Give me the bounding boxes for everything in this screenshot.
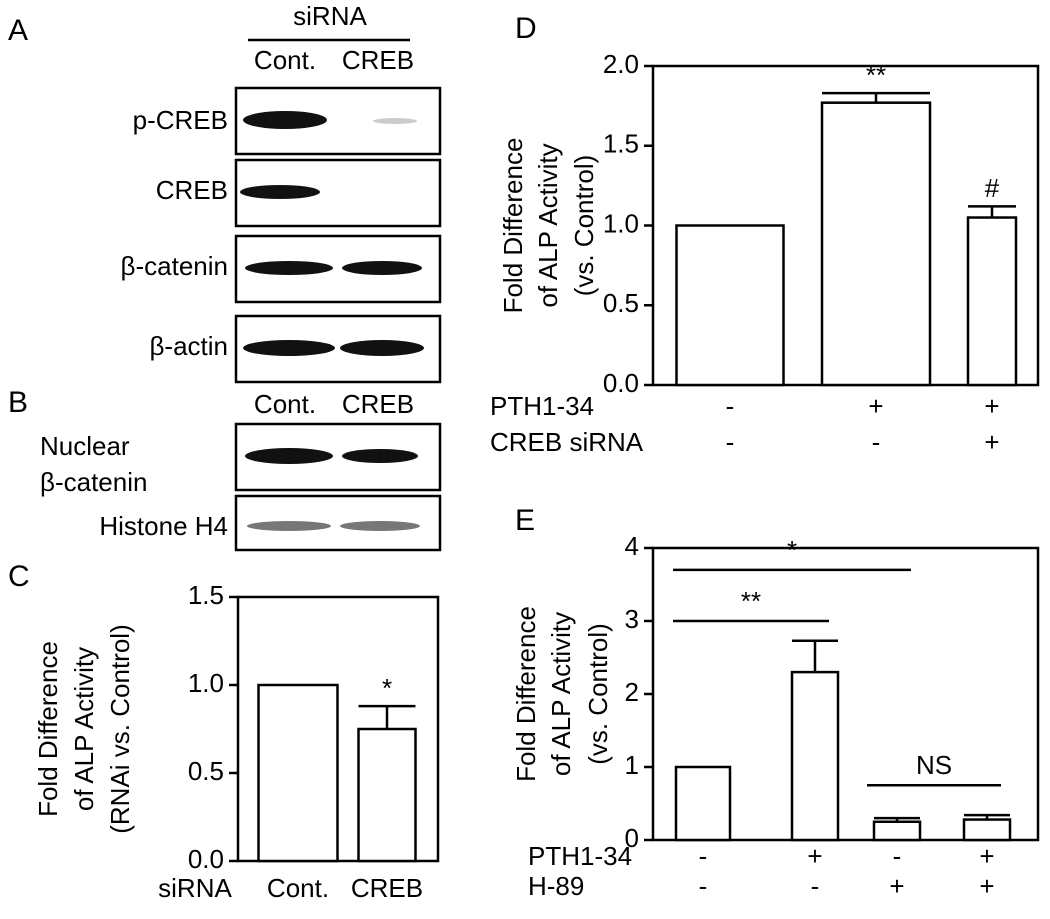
error-bar — [822, 91, 930, 103]
x-tick-label: CREB — [351, 873, 423, 903]
y-axis-label: Fold Difference — [33, 641, 63, 817]
bar — [872, 820, 922, 842]
annotation: NS — [916, 750, 952, 780]
factor-level: - — [893, 841, 902, 871]
annotation: ** — [866, 60, 886, 90]
y-tick-label: 0.5 — [603, 288, 639, 318]
factor-name: CREB siRNA — [490, 427, 644, 457]
annotation: # — [985, 173, 1000, 203]
y-axis-label: Fold Difference — [498, 138, 528, 314]
annotation: * — [787, 535, 797, 565]
y-axis-label: (vs. Control) — [569, 155, 599, 297]
factor-name: H-89 — [528, 871, 584, 901]
factor-name: PTH1-34 — [528, 841, 632, 871]
factor-level: + — [979, 841, 994, 871]
bar — [790, 670, 840, 842]
row-label: β-catenin — [121, 251, 228, 281]
row-label: CREB — [156, 175, 228, 205]
y-tick-label: 1 — [625, 750, 639, 780]
y-tick-label: 0.0 — [603, 368, 639, 398]
factor-level: - — [872, 427, 881, 457]
panel-label: E — [515, 504, 535, 537]
y-tick-label: 0.5 — [188, 756, 224, 786]
error-bar — [792, 639, 838, 673]
factor-level: - — [726, 391, 735, 421]
y-tick-label: 1.0 — [603, 208, 639, 238]
factor-level: - — [699, 871, 708, 901]
row-label: Nuclear — [40, 431, 130, 461]
panel-label: D — [515, 12, 537, 45]
column-label: Cont. — [254, 45, 316, 75]
y-axis-label: of ALP Activity — [533, 143, 563, 307]
y-tick-label: 0 — [625, 823, 639, 853]
column-label: CREB — [342, 389, 414, 419]
factor-level: + — [984, 427, 999, 457]
factor-name: PTH1-34 — [490, 391, 594, 421]
column-label: Cont. — [254, 389, 316, 419]
bar — [257, 683, 339, 863]
y-tick-label: 1.5 — [188, 580, 224, 610]
y-axis-label: of ALP Activity — [546, 612, 576, 776]
factor-level: + — [868, 391, 883, 421]
y-axis-label: (vs. Control) — [583, 623, 613, 765]
error-bar — [874, 816, 920, 822]
row-label: p-CREB — [133, 105, 228, 135]
y-axis-label: Fold Difference — [511, 606, 541, 782]
blot-strips — [234, 86, 442, 552]
annotation: ** — [741, 586, 761, 616]
panel-label: C — [8, 560, 30, 593]
error-bar — [964, 813, 1010, 820]
y-axis-label: (RNAi vs. Control) — [105, 624, 135, 833]
row-label: β-actin — [149, 331, 228, 361]
row-label: Histone H4 — [99, 511, 228, 541]
row-label: β-catenin — [40, 467, 147, 497]
panel-label: A — [8, 14, 28, 47]
error-bar — [968, 205, 1016, 218]
column-label: CREB — [342, 45, 414, 75]
bar — [357, 727, 417, 863]
y-tick-label: 3 — [625, 604, 639, 634]
panel-label: B — [8, 386, 28, 419]
annotation: * — [382, 673, 392, 703]
blot-header: siRNA — [293, 1, 367, 31]
y-tick-label: 4 — [625, 531, 639, 561]
bar — [962, 818, 1012, 842]
factor-level: + — [984, 391, 999, 421]
x-tick-label: Cont. — [267, 873, 329, 903]
error-bar — [358, 704, 416, 729]
factor-level: - — [811, 871, 820, 901]
factor-level: + — [979, 871, 994, 901]
y-axis-label: of ALP Activity — [69, 647, 99, 811]
y-tick-label: 2.0 — [603, 49, 639, 79]
y-tick-label: 1.5 — [603, 129, 639, 159]
y-tick-label: 2 — [625, 677, 639, 707]
factor-level: - — [699, 841, 708, 871]
y-tick-label: 0.0 — [188, 844, 224, 874]
bar — [674, 765, 732, 842]
y-tick-label: 1.0 — [188, 668, 224, 698]
bar — [966, 216, 1018, 387]
x-axis-label: siRNA — [158, 873, 232, 903]
bar — [675, 224, 785, 387]
bar — [820, 101, 932, 387]
factor-level: + — [807, 841, 822, 871]
factor-level: - — [726, 427, 735, 457]
factor-level: + — [889, 871, 904, 901]
